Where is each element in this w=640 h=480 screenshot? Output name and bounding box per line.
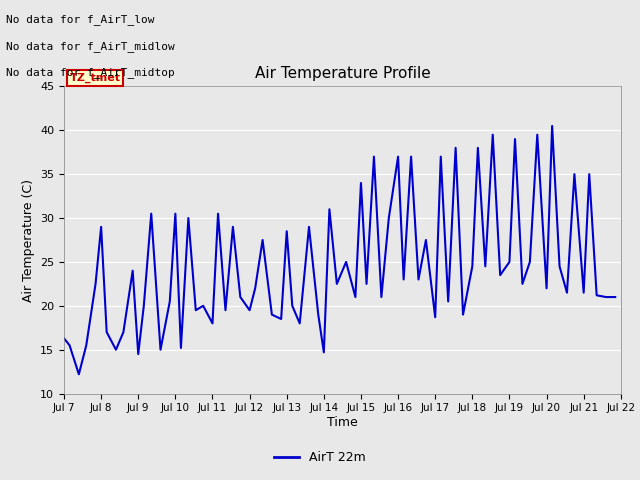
Title: Air Temperature Profile: Air Temperature Profile (255, 66, 430, 81)
Text: No data for f_AirT_midtop: No data for f_AirT_midtop (6, 67, 175, 78)
Text: No data for f_AirT_midlow: No data for f_AirT_midlow (6, 41, 175, 52)
Y-axis label: Air Temperature (C): Air Temperature (C) (22, 179, 35, 301)
Text: TZ_tmet: TZ_tmet (70, 73, 120, 84)
Legend: AirT 22m: AirT 22m (269, 446, 371, 469)
X-axis label: Time: Time (327, 416, 358, 429)
Text: No data for f_AirT_low: No data for f_AirT_low (6, 14, 155, 25)
